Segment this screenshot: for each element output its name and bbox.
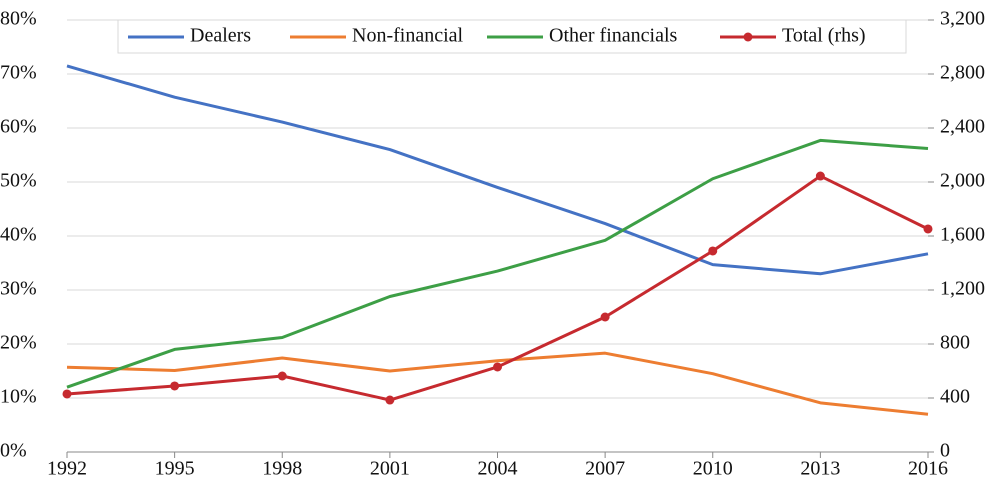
y-tick-label: 40% — [0, 224, 37, 246]
y2-tick-label: 2,400 — [940, 116, 985, 138]
y2-tick-label: 2,800 — [940, 62, 985, 84]
y-tick-label: 70% — [0, 62, 37, 84]
y-tick-label: 20% — [0, 332, 37, 354]
y2-tick-label: 1,200 — [940, 278, 985, 300]
x-tick-label: 2004 — [478, 458, 518, 480]
legend-label: Dealers — [190, 25, 251, 47]
y2-tick-label: 0 — [940, 440, 950, 462]
legend-label: Other financials — [549, 25, 677, 47]
legend-label: Total (rhs) — [782, 25, 866, 47]
y-tick-label: 50% — [0, 170, 37, 192]
y-tick-label: 30% — [0, 278, 37, 300]
series-marker — [493, 362, 502, 372]
series-marker — [815, 171, 825, 181]
y-tick-label: 0% — [0, 440, 27, 462]
x-tick-label: 1998 — [262, 458, 302, 480]
x-tick-label: 2007 — [585, 458, 625, 480]
series-marker — [600, 312, 610, 322]
legend-marker — [743, 32, 753, 42]
series-marker — [385, 395, 395, 405]
series-marker — [170, 381, 180, 391]
y2-tick-label: 1,600 — [940, 224, 985, 246]
y2-tick-label: 3,200 — [940, 8, 985, 30]
series-line — [66, 351, 929, 416]
y-tick-label: 60% — [0, 116, 37, 138]
y2-tick-label: 800 — [940, 332, 970, 354]
x-tick-label: 2010 — [693, 458, 733, 480]
x-tick-label: 2001 — [370, 458, 410, 480]
series-marker — [277, 371, 287, 381]
y2-tick-label: 2,000 — [940, 170, 985, 192]
series-marker — [923, 224, 933, 234]
y2-tick-label: 400 — [940, 386, 970, 408]
legend-label: Non-financial — [352, 25, 464, 47]
x-tick-label: 2013 — [800, 458, 840, 480]
y-tick-label: 10% — [0, 386, 37, 408]
y-tick-label: 80% — [0, 8, 37, 30]
x-tick-label: 2016 — [908, 458, 948, 480]
x-tick-label: 1992 — [47, 458, 87, 480]
series-marker — [708, 246, 718, 256]
series-marker — [62, 389, 72, 399]
series-line — [66, 64, 929, 276]
series-line — [66, 138, 929, 389]
x-tick-label: 1995 — [155, 458, 195, 480]
